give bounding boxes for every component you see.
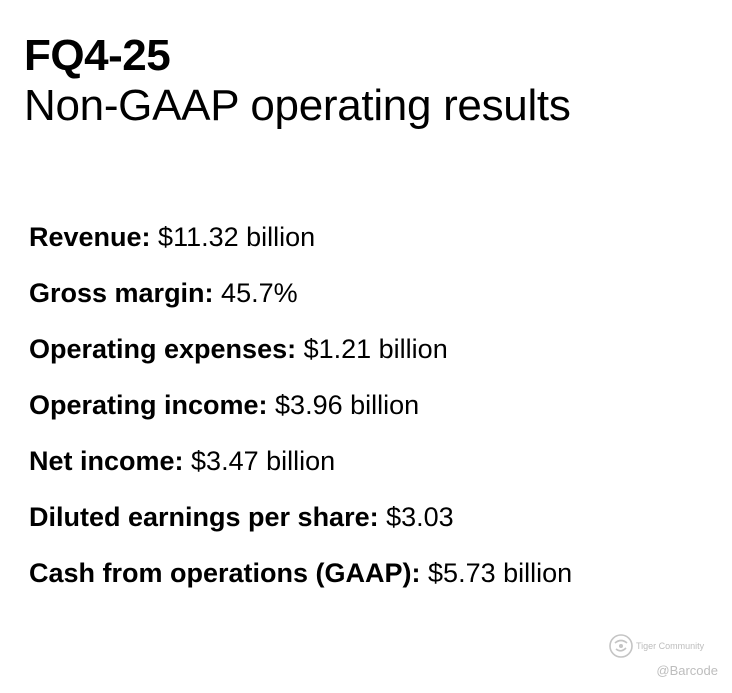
metric-value: $3.03: [378, 502, 454, 532]
metric-label: Revenue:: [29, 222, 151, 252]
metric-revenue: Revenue: $11.32 billion: [29, 221, 572, 277]
metric-label: Cash from operations (GAAP):: [29, 558, 421, 588]
watermark-community: Tiger Community: [636, 641, 705, 651]
metric-cash-from-operations: Cash from operations (GAAP): $5.73 billi…: [29, 557, 572, 613]
metric-value: $11.32 billion: [150, 222, 316, 252]
metric-net-income: Net income: $3.47 billion: [29, 445, 572, 501]
metric-label: Gross margin:: [29, 278, 214, 308]
metric-operating-expenses: Operating expenses: $1.21 billion: [29, 333, 572, 389]
metrics-list: Revenue: $11.32 billion Gross margin: 45…: [29, 221, 572, 613]
metric-gross-margin: Gross margin: 45.7%: [29, 277, 572, 333]
metric-label: Operating income:: [29, 390, 268, 420]
metric-value: 45.7%: [213, 278, 298, 308]
metric-label: Operating expenses:: [29, 334, 297, 364]
slide-title: FQ4-25 Non-GAAP operating results: [24, 32, 571, 132]
fiscal-quarter-title: FQ4-25: [24, 31, 171, 80]
metric-value: $3.47 billion: [183, 446, 336, 476]
section-subtitle: Non-GAAP operating results: [24, 81, 571, 130]
metric-operating-income: Operating income: $3.96 billion: [29, 389, 572, 445]
metric-value: $1.21 billion: [296, 334, 448, 364]
metric-label: Net income:: [29, 446, 184, 476]
metric-label: Diluted earnings per share:: [29, 502, 379, 532]
watermark-handle: @Barcode: [656, 663, 718, 678]
tiger-logo-icon: [609, 634, 633, 658]
metric-value: $3.96 billion: [267, 390, 420, 420]
metric-value: $5.73 billion: [420, 558, 573, 588]
watermark: Tiger Community @Barcode: [606, 631, 718, 685]
metric-diluted-eps: Diluted earnings per share: $3.03: [29, 501, 572, 557]
